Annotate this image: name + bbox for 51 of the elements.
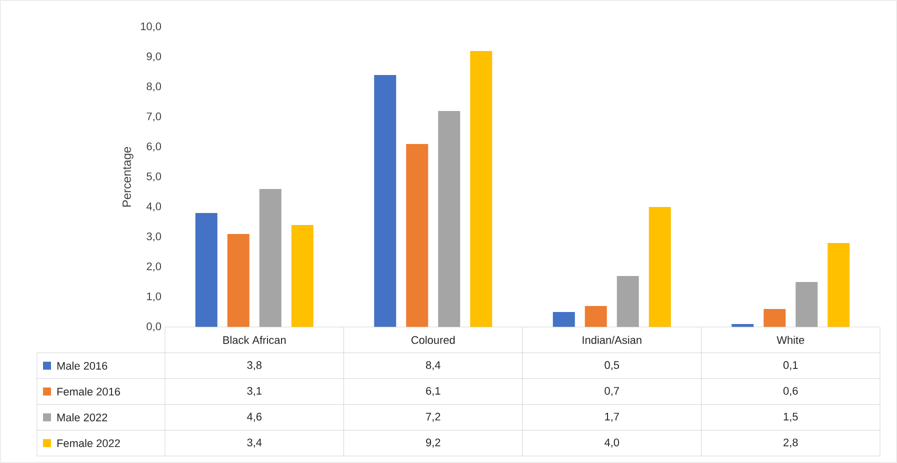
y-axis-title: Percentage [122,146,134,207]
data-label: 3,4 [247,438,262,448]
data-label: 0,1 [783,361,798,370]
y-tick-label: 0,0 [146,322,162,332]
data-label: 8,4 [426,361,440,370]
bar [552,312,575,327]
y-tick-label: 1,0 [147,292,162,302]
data-label: 3,1 [247,386,262,396]
bar [227,234,250,327]
data-label: 0,5 [604,361,620,370]
x-tick-label: Black African [223,336,286,344]
y-tick-label: 2,0 [146,262,162,272]
y-tick-label: 3,0 [146,232,162,242]
data-label: 0,7 [604,386,619,396]
bar [616,276,639,327]
data-label: 2,8 [784,438,798,448]
bar [259,188,282,327]
legend-label: Male 2022 [57,413,108,422]
bar [764,309,786,327]
x-tick-label: Indian/Asian [582,336,642,344]
bar [796,282,818,327]
data-label: 0,6 [783,386,798,396]
bar [828,242,850,327]
data-label: 7,2 [426,412,440,422]
data-label: 1,5 [784,412,798,422]
bar [374,74,396,327]
x-tick-label: Coloured [411,336,455,344]
data-label: 1,7 [605,412,619,422]
bar [648,206,671,327]
bar [470,50,492,327]
bar [195,212,218,327]
y-tick-label: 5,0 [146,172,162,182]
data-label: 4,0 [604,438,620,448]
bar [438,110,460,327]
y-tick-label: 4,0 [146,202,162,212]
y-tick-label: 10,0 [140,22,162,32]
bar [406,144,428,327]
y-tick-label: 9,0 [146,52,162,62]
bar [584,306,607,327]
bar [291,224,314,327]
data-label: 9,2 [426,438,440,448]
legend-label: Female 2016 [57,387,120,396]
y-tick-label: 6,0 [146,142,162,152]
legend-label: Male 2016 [57,362,108,370]
y-tick-label: 7,0 [146,112,162,122]
data-label: 4,6 [247,412,262,422]
legend-label: Female 2022 [57,439,120,448]
y-tick-label: 8,0 [146,82,162,92]
data-label: 6,1 [426,386,440,396]
x-tick-label: White [776,336,804,344]
data-label: 3,8 [247,361,262,370]
